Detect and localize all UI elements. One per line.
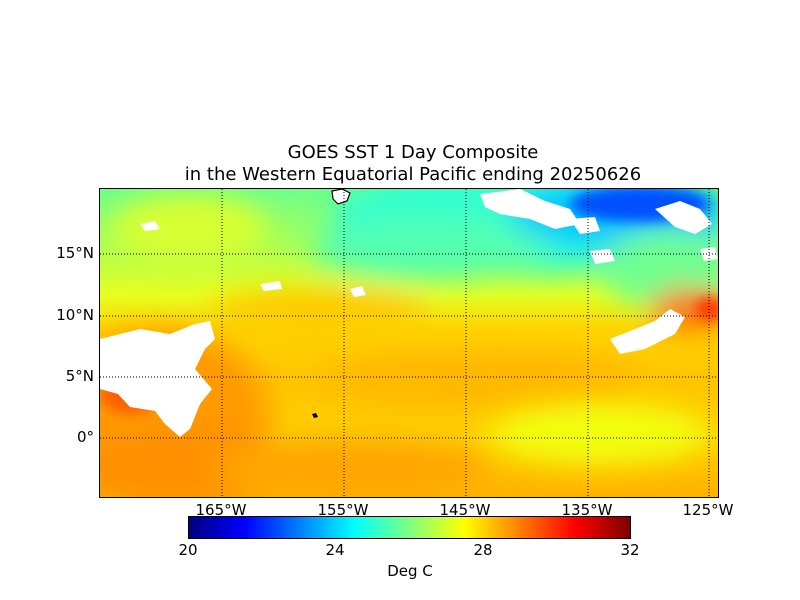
colorbar-tick: 28 bbox=[473, 541, 493, 559]
lon-label: 145°W bbox=[439, 501, 491, 519]
lon-label: 155°W bbox=[317, 501, 369, 519]
island-shape bbox=[331, 189, 351, 205]
lon-label: 125°W bbox=[682, 501, 734, 519]
colorbar-tick: 24 bbox=[325, 541, 345, 559]
lat-label: 15°N bbox=[56, 244, 94, 262]
map-title-line1: GOES SST 1 Day Composite bbox=[287, 142, 539, 163]
colorbar-tick: 32 bbox=[620, 541, 640, 559]
lon-label: 135°W bbox=[561, 501, 613, 519]
map-title-line2: in the Western Equatorial Pacific ending… bbox=[184, 164, 642, 185]
lon-label: 165°W bbox=[195, 501, 247, 519]
island-shape bbox=[312, 413, 318, 418]
sst-field bbox=[100, 189, 718, 497]
colorbar-tick: 20 bbox=[178, 541, 198, 559]
colorbar-unit-label: Deg C bbox=[387, 562, 433, 580]
cloud-mask bbox=[100, 189, 718, 437]
colorbar bbox=[188, 516, 631, 539]
graticule bbox=[100, 189, 718, 497]
lat-label: 5°N bbox=[65, 367, 94, 385]
lat-label: 10°N bbox=[56, 306, 94, 324]
lat-label: 0° bbox=[76, 428, 94, 446]
sst-map bbox=[99, 188, 719, 498]
